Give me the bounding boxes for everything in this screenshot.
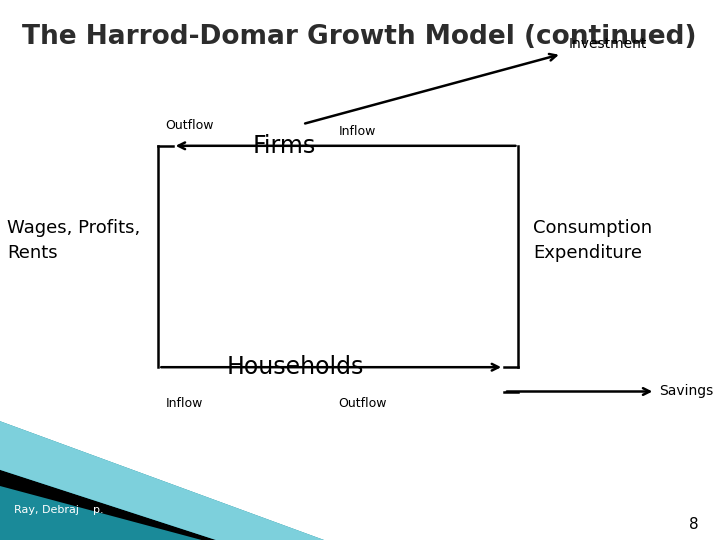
Text: Ray, Debraj    p.: Ray, Debraj p. [14,505,104,515]
Text: Inflow: Inflow [166,397,203,410]
Text: Inflow: Inflow [338,125,376,138]
Text: Firms: Firms [253,134,316,158]
Text: Consumption
Expenditure: Consumption Expenditure [533,219,652,262]
Text: Savings: Savings [659,384,713,399]
Text: 8: 8 [689,517,698,532]
Text: Outflow: Outflow [166,119,214,132]
Text: Outflow: Outflow [338,397,387,410]
Text: Wages, Profits,
Rents: Wages, Profits, Rents [7,219,140,262]
Polygon shape [0,421,324,540]
Text: Investment: Investment [569,37,647,51]
Text: The Harrod-Domar Growth Model (continued): The Harrod-Domar Growth Model (continued… [22,24,696,50]
Polygon shape [0,470,216,540]
Polygon shape [0,421,324,540]
Text: Households: Households [227,355,364,379]
